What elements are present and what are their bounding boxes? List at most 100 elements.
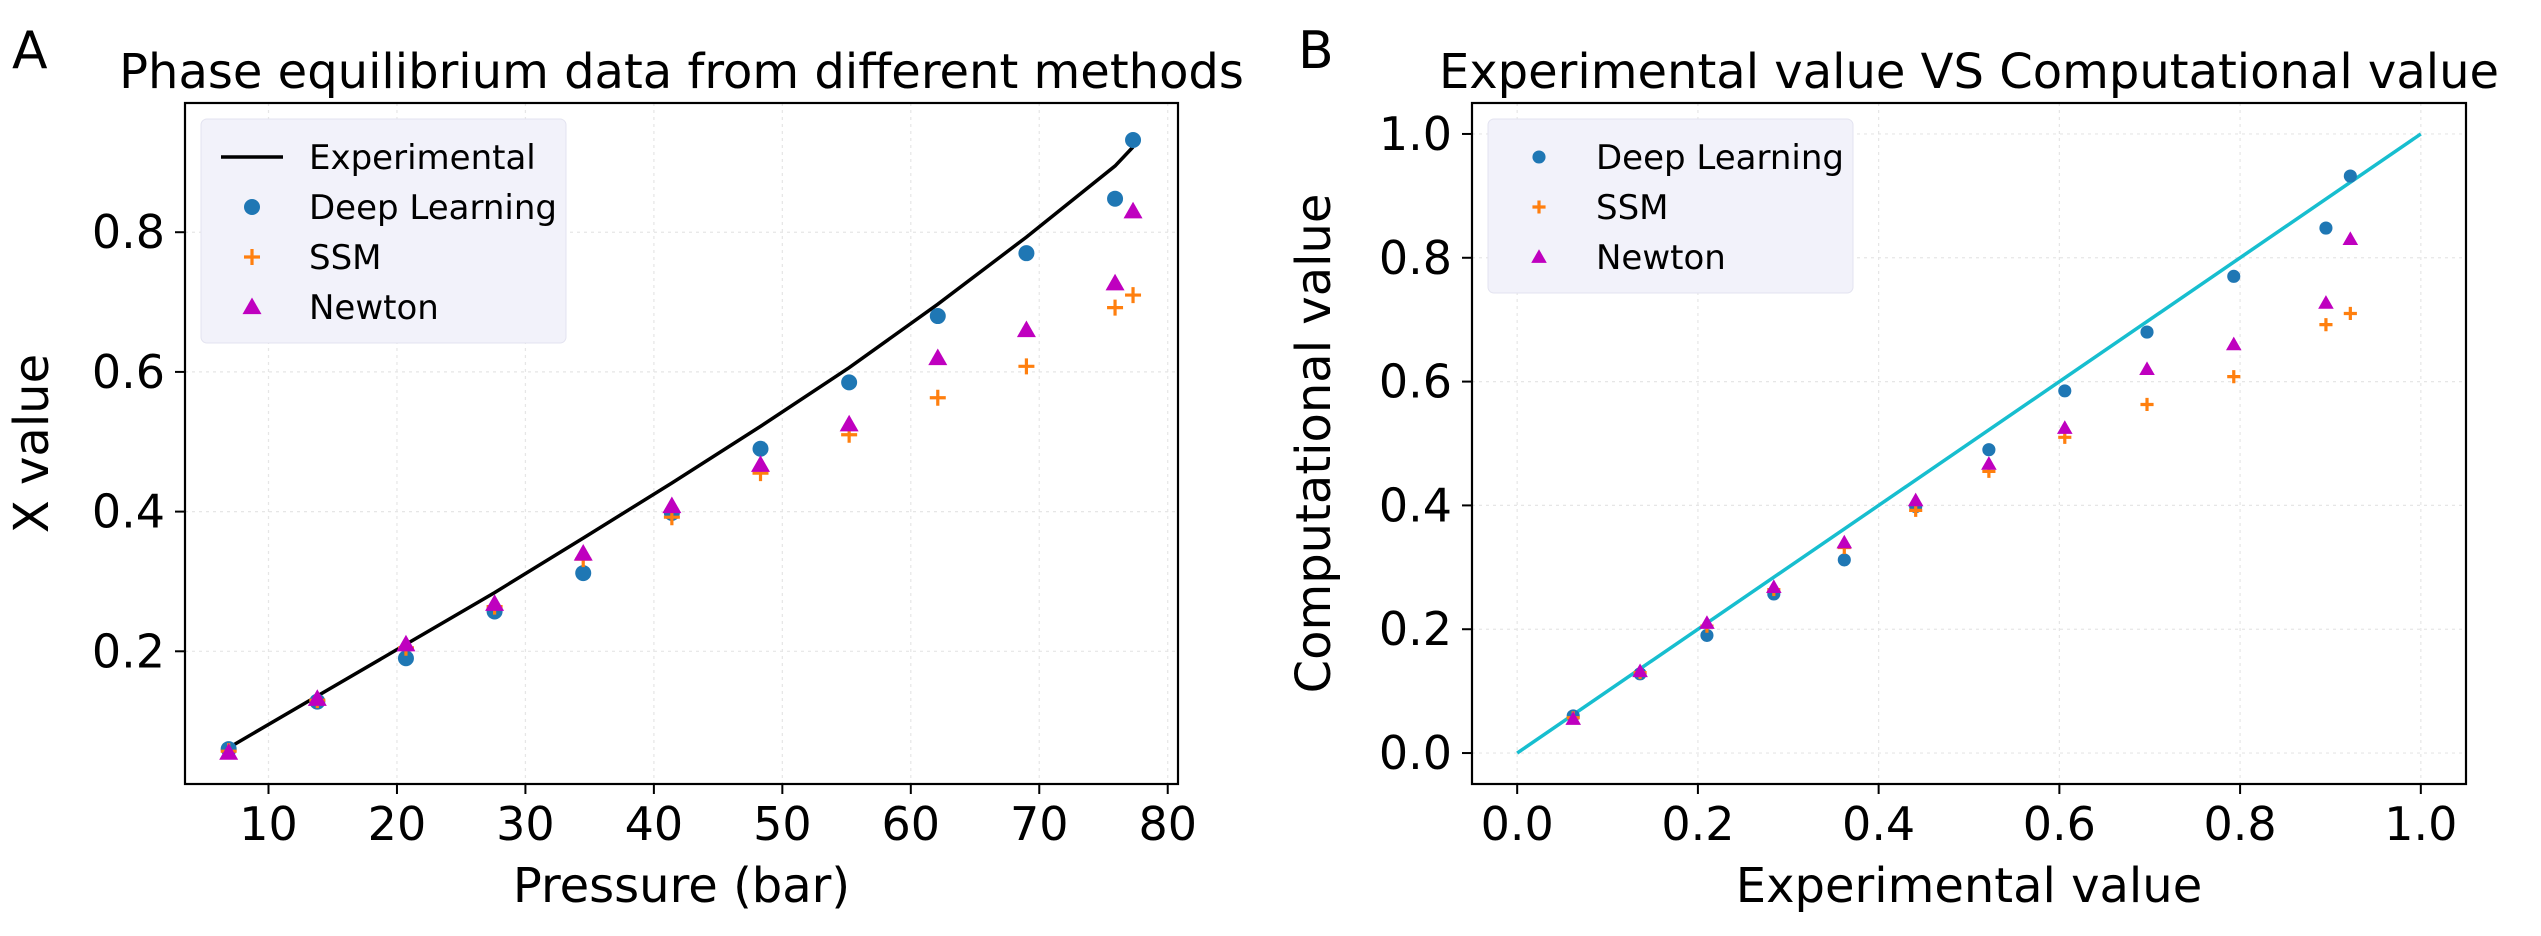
data-point-newton bbox=[573, 544, 593, 561]
plot-frame bbox=[183, 101, 1180, 786]
data-point-deep-learning bbox=[2058, 384, 2072, 398]
data-point-deep-learning bbox=[397, 650, 414, 667]
y-tick-label: 0.4 bbox=[92, 485, 165, 539]
x-axis-label: Pressure (bar) bbox=[513, 858, 850, 914]
data-point-newton bbox=[1836, 534, 1853, 549]
legend-label-deep-learning: Deep Learning bbox=[1596, 138, 1844, 178]
data-point-ssm bbox=[1107, 299, 1124, 316]
data-point-newton bbox=[307, 689, 327, 706]
data-point-deep-learning bbox=[2227, 269, 2241, 283]
data-point-newton bbox=[2318, 295, 2334, 309]
legend-box bbox=[200, 118, 567, 344]
y-tick-label: 0.2 bbox=[92, 624, 165, 678]
legend-swatch-newton bbox=[242, 297, 262, 315]
legend-swatch-deep-learning bbox=[1532, 150, 1546, 164]
legend-swatch-ssm bbox=[244, 249, 260, 265]
data-point-ssm bbox=[1125, 287, 1142, 304]
data-point-newton bbox=[1766, 579, 1782, 593]
y-tick-label: 0.4 bbox=[1379, 478, 1452, 532]
data-point-newton bbox=[2225, 336, 2242, 351]
data-point-newton bbox=[485, 594, 505, 611]
x-tick-label: 80 bbox=[1138, 797, 1197, 851]
y-axis-label: X value bbox=[4, 354, 60, 533]
data-point-deep-learning bbox=[2343, 169, 2357, 183]
legend-swatch-ssm bbox=[1532, 200, 1546, 214]
chart-b: B 0.0 0.2 0.4 0.6 0.8 1.0 0.0 0.2 0.4 0.6 0.8 1.0 Ex… bbox=[1286, 21, 2499, 914]
x-tick-label: 50 bbox=[753, 797, 812, 851]
x-tick-label: 70 bbox=[1010, 797, 1069, 851]
data-point-newton bbox=[2139, 361, 2155, 376]
data-point-newton bbox=[1632, 663, 1648, 678]
legend: Deep Learning SSM Newton bbox=[1487, 118, 1854, 294]
data-point-newton bbox=[662, 496, 682, 514]
legend-label-ssm: SSM bbox=[1596, 188, 1669, 228]
data-point-ssm bbox=[2140, 397, 2154, 412]
data-point-ssm bbox=[2343, 306, 2357, 321]
x-tick-label: 0.6 bbox=[2023, 797, 2096, 851]
data-point-deep-learning bbox=[1018, 245, 1035, 262]
data-point-ssm bbox=[1018, 358, 1035, 375]
y-tick-label: 0.6 bbox=[1379, 355, 1452, 409]
x-tick-label: 1.0 bbox=[2384, 797, 2457, 851]
data-point-deep-learning bbox=[2140, 325, 2154, 339]
data-point-deep-learning bbox=[2319, 221, 2333, 235]
chart-title: Phase equilibrium data from different me… bbox=[119, 44, 1244, 100]
data-point-newton bbox=[751, 455, 771, 472]
y-tick-label: 0.8 bbox=[92, 205, 165, 259]
y-tick-label: 0.8 bbox=[1379, 231, 1452, 285]
legend-label-newton: Newton bbox=[309, 288, 439, 328]
data-point-newton bbox=[839, 414, 859, 432]
data-point-deep-learning bbox=[841, 374, 858, 391]
data-point-deep-learning bbox=[929, 308, 946, 325]
y-axis-label: Computational value bbox=[1286, 194, 1342, 694]
data-point-newton bbox=[1105, 273, 1125, 291]
data-point-newton bbox=[1016, 320, 1036, 338]
x-tick-label: 20 bbox=[368, 797, 427, 851]
data-point-newton bbox=[1123, 201, 1143, 219]
data-point-newton bbox=[1907, 492, 1924, 507]
legend-label-ssm: SSM bbox=[309, 238, 382, 278]
data-point-newton bbox=[1699, 615, 1715, 629]
x-tick-label: 30 bbox=[496, 797, 555, 851]
legend-swatch-deep-learning bbox=[244, 199, 260, 215]
data-point-deep-learning bbox=[1837, 553, 1851, 567]
data-point-newton bbox=[1981, 456, 1997, 470]
panel-label-b: B bbox=[1298, 21, 1334, 81]
legend: Experimental Deep Learning SSM Newton bbox=[200, 118, 567, 344]
x-tick-label: 0.4 bbox=[1842, 797, 1915, 851]
chart-title: Experimental value VS Computational valu… bbox=[1439, 44, 2499, 100]
data-point-newton bbox=[219, 743, 239, 760]
legend-swatch-newton bbox=[1531, 249, 1547, 263]
data-point-deep-learning bbox=[1125, 132, 1142, 149]
legend-box bbox=[1487, 118, 1854, 294]
panel-label-a: A bbox=[12, 21, 48, 81]
legend-label-experimental: Experimental bbox=[309, 138, 536, 178]
data-point-newton bbox=[2056, 420, 2073, 434]
data-point-ssm bbox=[2319, 318, 2333, 332]
data-point-ssm bbox=[929, 389, 946, 406]
parity-line bbox=[1516, 132, 2422, 755]
data-point-deep-learning bbox=[1982, 443, 1996, 457]
y-tick-label: 0.6 bbox=[92, 345, 165, 399]
data-point-newton bbox=[928, 348, 948, 366]
x-tick-label: 60 bbox=[882, 797, 941, 851]
data-point-deep-learning bbox=[752, 440, 769, 457]
y-tick-label: 0.2 bbox=[1379, 602, 1452, 656]
data-point-deep-learning bbox=[1700, 628, 1714, 642]
y-tick-label: 0.0 bbox=[1379, 726, 1452, 780]
legend-label-newton: Newton bbox=[1596, 238, 1726, 278]
x-tick-label: 0.0 bbox=[1481, 797, 1554, 851]
y-tick-label: 1.0 bbox=[1379, 107, 1452, 161]
chart-a: A 10 20 30 40 50 60 70 80 0.2 0.4 0.6 0.8 Phase equi… bbox=[4, 21, 1244, 914]
legend-label-deep-learning: Deep Learning bbox=[309, 188, 557, 228]
x-tick-label: 0.2 bbox=[1661, 797, 1734, 851]
x-axis-label: Experimental value bbox=[1736, 858, 2202, 914]
plot-frame bbox=[1470, 101, 2468, 786]
data-point-ssm bbox=[2227, 370, 2241, 384]
data-point-deep-learning bbox=[1107, 190, 1124, 207]
x-tick-label: 0.8 bbox=[2204, 797, 2277, 851]
x-tick-label: 10 bbox=[239, 797, 298, 851]
series-line-experimental bbox=[227, 145, 1135, 750]
data-point-newton bbox=[1565, 711, 1581, 725]
